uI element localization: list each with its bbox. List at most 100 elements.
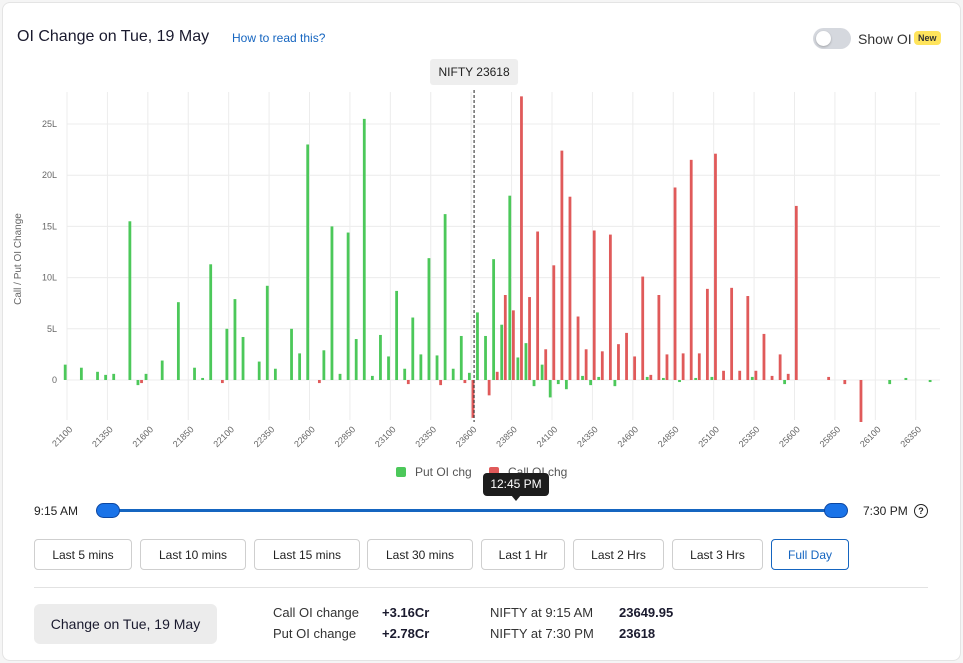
slider-start-handle[interactable] xyxy=(96,503,120,518)
call-oi-bar[interactable] xyxy=(705,288,709,380)
call-oi-bar[interactable] xyxy=(608,234,612,380)
call-oi-bar[interactable] xyxy=(560,150,564,380)
call-oi-bar[interactable] xyxy=(794,205,798,380)
change-date-button[interactable]: Change on Tue, 19 May xyxy=(34,604,217,644)
call-oi-bar[interactable] xyxy=(576,316,580,380)
put-oi-bar[interactable] xyxy=(613,380,617,387)
call-oi-bar[interactable] xyxy=(633,356,637,380)
put-oi-bar[interactable] xyxy=(783,380,787,385)
put-oi-bar[interactable] xyxy=(451,368,455,380)
put-oi-bar[interactable] xyxy=(540,364,544,380)
put-oi-bar[interactable] xyxy=(306,144,310,380)
put-oi-bar[interactable] xyxy=(694,377,698,380)
put-oi-bar[interactable] xyxy=(661,377,665,380)
put-oi-bar[interactable] xyxy=(403,368,407,380)
call-oi-bar[interactable] xyxy=(730,287,734,380)
put-oi-bar[interactable] xyxy=(548,380,552,398)
call-oi-bar[interactable] xyxy=(689,159,693,380)
put-oi-bar[interactable] xyxy=(516,357,520,380)
call-oi-bar[interactable] xyxy=(511,310,515,380)
put-oi-bar[interactable] xyxy=(362,118,366,380)
put-oi-bar[interactable] xyxy=(427,258,431,380)
slider-end-handle[interactable] xyxy=(824,503,848,518)
call-oi-bar[interactable] xyxy=(746,296,750,380)
put-oi-bar[interactable] xyxy=(209,264,213,380)
call-oi-bar[interactable] xyxy=(463,380,467,384)
put-oi-bar[interactable] xyxy=(395,290,399,380)
call-oi-bar[interactable] xyxy=(140,380,143,384)
call-oi-bar[interactable] xyxy=(649,374,653,380)
put-oi-bar[interactable] xyxy=(532,380,536,387)
call-oi-bar[interactable] xyxy=(697,353,701,380)
put-oi-bar[interactable] xyxy=(225,328,229,380)
call-oi-bar[interactable] xyxy=(770,375,774,380)
put-oi-bar[interactable] xyxy=(710,376,714,380)
put-oi-bar[interactable] xyxy=(645,376,649,380)
put-oi-bar[interactable] xyxy=(678,380,681,383)
put-oi-bar[interactable] xyxy=(201,377,205,380)
call-oi-bar[interactable] xyxy=(843,380,847,385)
put-oi-bar[interactable] xyxy=(928,380,932,383)
put-oi-bar[interactable] xyxy=(290,328,293,380)
call-oi-bar[interactable] xyxy=(487,380,491,396)
put-oi-bar[interactable] xyxy=(265,285,269,380)
range-button-last-15-mins[interactable]: Last 15 mins xyxy=(254,539,360,570)
put-oi-bar[interactable] xyxy=(467,372,471,380)
call-oi-bar[interactable] xyxy=(495,371,499,380)
put-oi-bar[interactable] xyxy=(581,375,584,380)
call-oi-bar[interactable] xyxy=(520,96,523,381)
call-oi-bar[interactable] xyxy=(617,344,620,380)
put-oi-bar[interactable] xyxy=(63,364,67,380)
put-oi-bar[interactable] xyxy=(193,367,196,380)
put-oi-bar[interactable] xyxy=(257,361,261,380)
call-oi-bar[interactable] xyxy=(681,353,685,380)
put-oi-bar[interactable] xyxy=(346,232,350,380)
call-oi-bar[interactable] xyxy=(568,196,572,380)
call-oi-bar[interactable] xyxy=(778,354,782,380)
range-button-last-1-hr[interactable]: Last 1 Hr xyxy=(481,539,565,570)
call-oi-bar[interactable] xyxy=(625,332,628,380)
show-oi-toggle[interactable] xyxy=(813,28,851,49)
put-oi-bar[interactable] xyxy=(379,334,382,380)
range-button-last-30-mins[interactable]: Last 30 mins xyxy=(367,539,473,570)
put-oi-bar[interactable] xyxy=(556,380,560,385)
call-oi-bar[interactable] xyxy=(657,295,661,380)
help-icon[interactable]: ? xyxy=(914,504,928,518)
put-oi-bar[interactable] xyxy=(443,214,447,380)
put-oi-bar[interactable] xyxy=(492,259,496,380)
put-oi-bar[interactable] xyxy=(128,221,132,380)
put-oi-bar[interactable] xyxy=(435,355,439,380)
call-oi-bar[interactable] xyxy=(471,380,475,418)
call-oi-bar[interactable] xyxy=(544,349,548,380)
range-button-last-3-hrs[interactable]: Last 3 Hrs xyxy=(672,539,763,570)
put-oi-bar[interactable] xyxy=(233,299,237,380)
call-oi-bar[interactable] xyxy=(552,265,556,380)
put-oi-bar[interactable] xyxy=(160,360,164,380)
call-oi-bar[interactable] xyxy=(641,276,645,380)
put-oi-bar[interactable] xyxy=(387,356,390,380)
call-oi-bar[interactable] xyxy=(786,373,790,380)
call-oi-bar[interactable] xyxy=(317,380,321,384)
call-oi-bar[interactable] xyxy=(738,370,742,380)
put-oi-bar[interactable] xyxy=(338,373,342,380)
range-button-full-day[interactable]: Full Day xyxy=(771,539,849,570)
put-oi-bar[interactable] xyxy=(484,335,487,380)
put-oi-bar[interactable] xyxy=(597,376,601,380)
put-oi-bar[interactable] xyxy=(888,380,892,385)
put-oi-bar[interactable] xyxy=(500,324,504,380)
call-oi-bar[interactable] xyxy=(584,349,588,380)
call-oi-bar[interactable] xyxy=(665,354,669,380)
put-oi-bar[interactable] xyxy=(273,368,277,380)
put-oi-bar[interactable] xyxy=(750,376,754,380)
put-oi-bar[interactable] xyxy=(298,353,302,380)
put-oi-bar[interactable] xyxy=(524,343,528,380)
put-oi-bar[interactable] xyxy=(79,367,83,380)
put-oi-bar[interactable] xyxy=(176,302,180,380)
put-oi-bar[interactable] xyxy=(241,336,245,380)
call-oi-bar[interactable] xyxy=(762,333,766,380)
put-oi-bar[interactable] xyxy=(104,374,108,380)
call-oi-bar[interactable] xyxy=(592,230,596,380)
put-oi-bar[interactable] xyxy=(419,354,423,380)
call-oi-bar[interactable] xyxy=(673,187,677,380)
call-oi-bar[interactable] xyxy=(754,370,758,380)
